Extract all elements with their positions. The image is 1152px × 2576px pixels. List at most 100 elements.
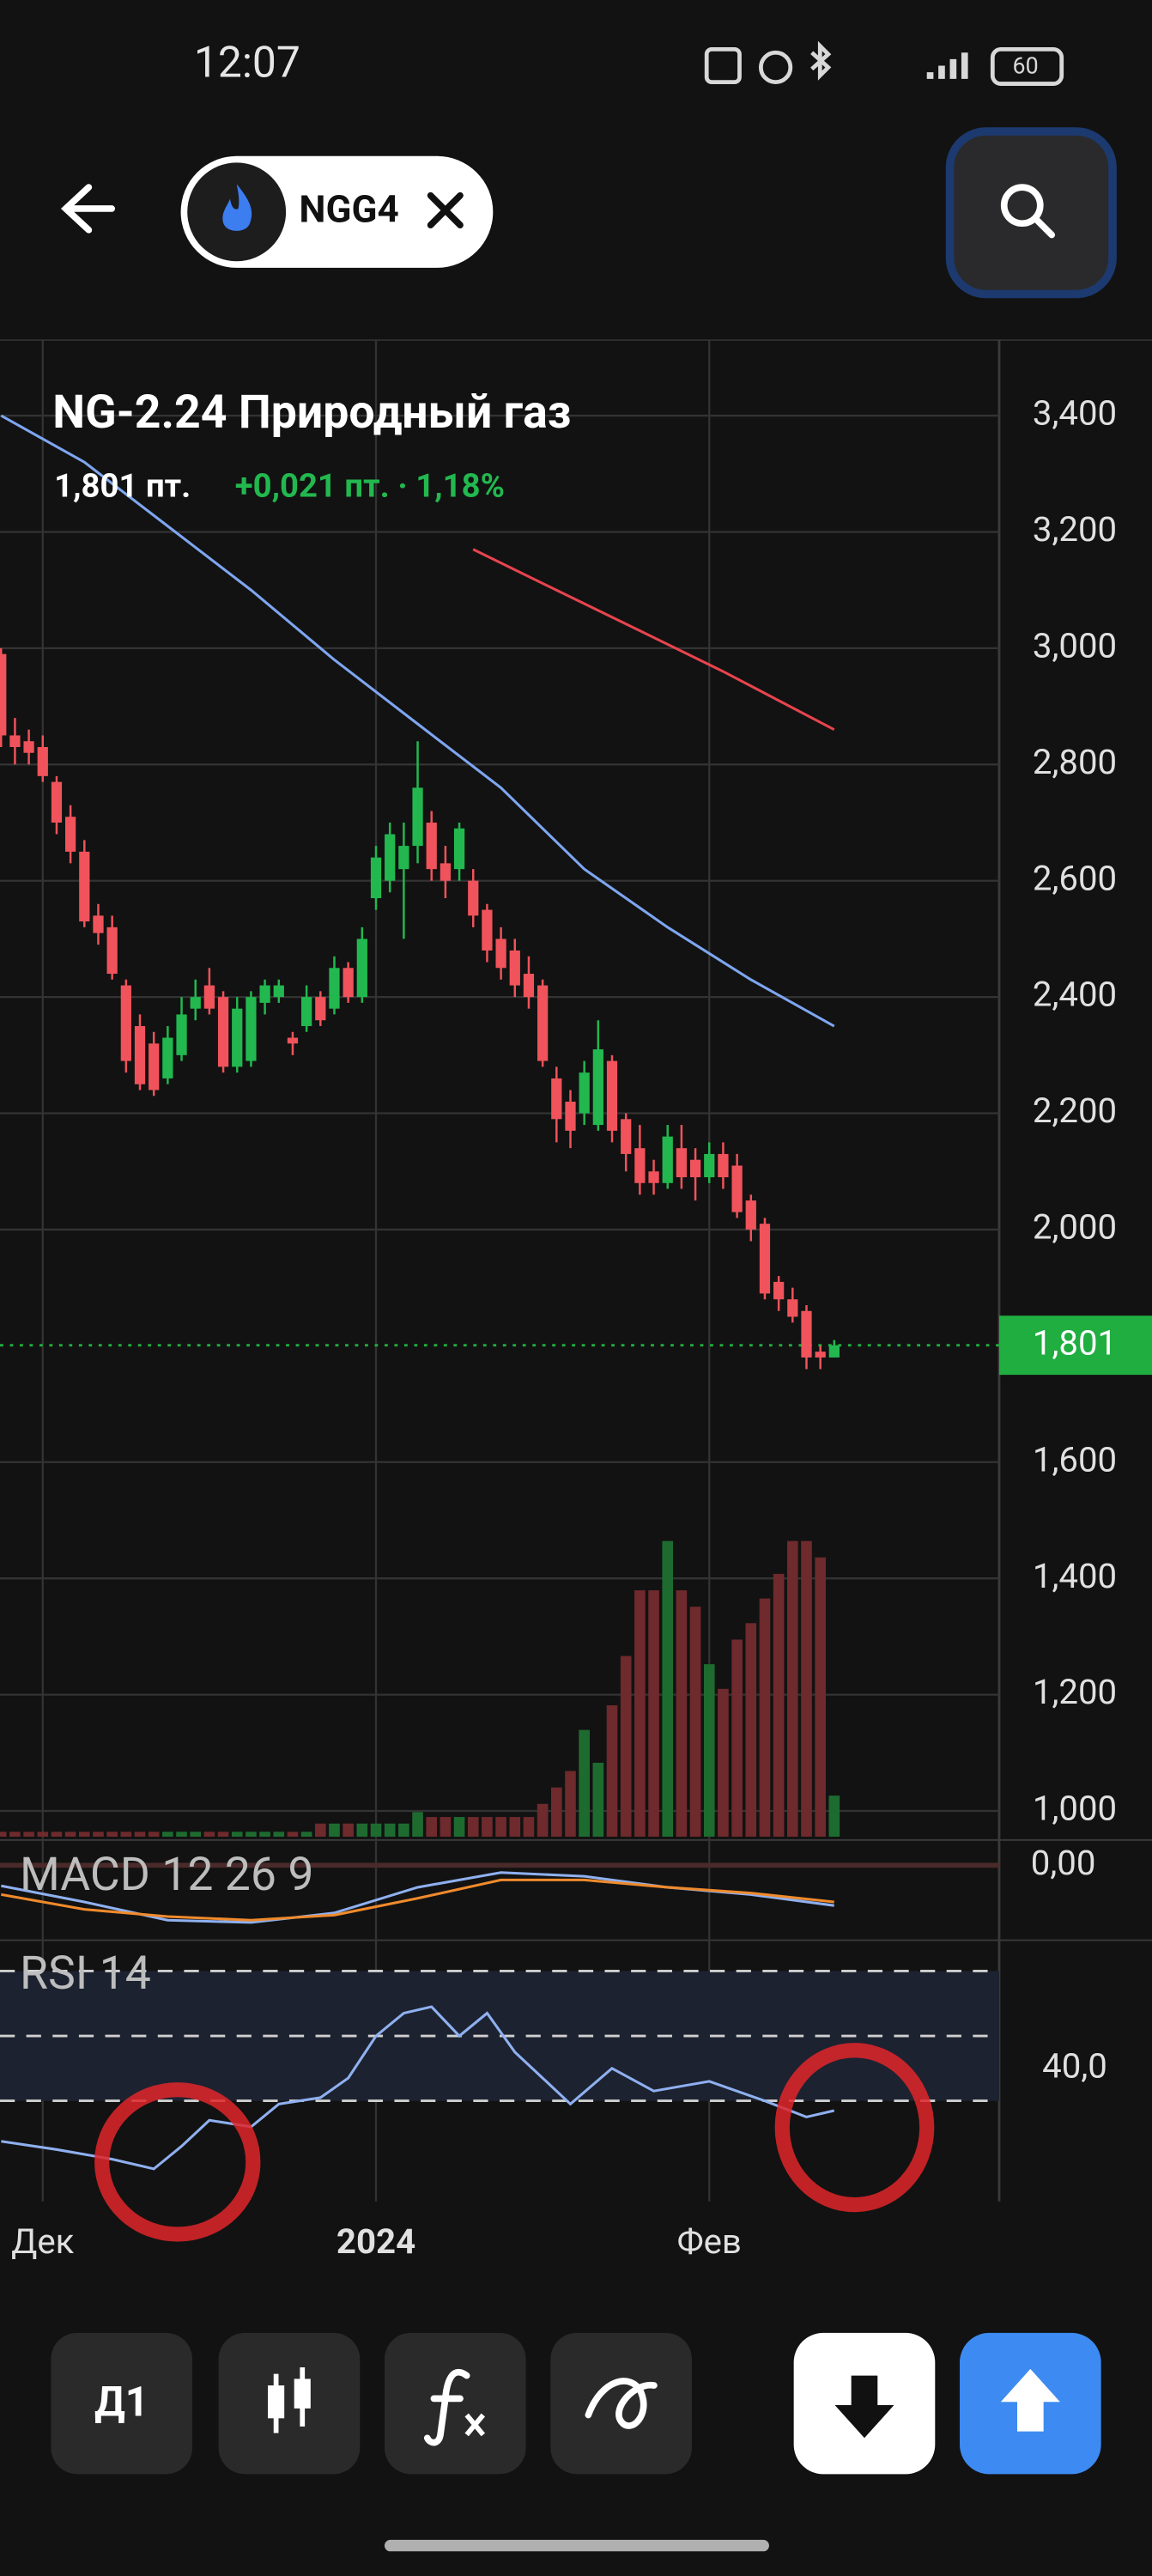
indicators-button[interactable] xyxy=(384,2332,526,2475)
y-tick-label: 1,600 xyxy=(1033,1439,1117,1479)
volume-bar xyxy=(801,1540,812,1838)
volume-bar xyxy=(773,1573,785,1838)
candle-body xyxy=(93,915,104,933)
x-tick-label: Фев xyxy=(677,2221,742,2262)
volume-bar xyxy=(259,1832,270,1838)
volume-bar xyxy=(120,1832,132,1838)
candle-body xyxy=(634,1148,646,1183)
volume-bar xyxy=(356,1823,368,1838)
volume-bar xyxy=(787,1540,798,1838)
volume-bar xyxy=(37,1832,49,1838)
battery-level: 60 xyxy=(1013,52,1039,80)
candle-body xyxy=(815,1352,826,1358)
volume-bar xyxy=(190,1832,202,1838)
volume-bar xyxy=(828,1795,840,1838)
x-tick-label: Дек xyxy=(11,2221,75,2262)
ticker: NGG4 xyxy=(299,186,398,231)
candle-body xyxy=(648,1171,659,1183)
candle-body xyxy=(398,846,409,870)
candle-body xyxy=(162,1037,173,1078)
candle-body xyxy=(662,1136,673,1183)
candle-body xyxy=(495,939,506,969)
buy-button[interactable] xyxy=(960,2332,1101,2475)
candle-body xyxy=(412,787,423,847)
volume-bar xyxy=(731,1639,743,1838)
volume-bar xyxy=(620,1656,632,1838)
ticker-chip[interactable]: NGG4 xyxy=(180,155,494,268)
candle-body xyxy=(745,1200,756,1230)
y-tick-label: 3,200 xyxy=(1033,509,1117,550)
candle-body xyxy=(718,1153,729,1178)
candle-body xyxy=(273,985,284,998)
volume-bar xyxy=(343,1823,354,1838)
candle-body xyxy=(482,909,493,951)
back-button[interactable] xyxy=(60,184,116,234)
volume-bar xyxy=(662,1540,674,1838)
candle-body xyxy=(246,997,257,1061)
volume-bar xyxy=(370,1823,382,1838)
volume-bar xyxy=(384,1823,396,1838)
volume-bar xyxy=(523,1817,535,1838)
interval-button[interactable] xyxy=(51,2332,192,2475)
candle-body xyxy=(676,1148,688,1178)
volume-bar xyxy=(495,1817,506,1838)
candle-body xyxy=(385,834,396,881)
volume-bar xyxy=(134,1832,146,1838)
y-tick-label: 2,600 xyxy=(1033,858,1117,898)
interval: Д1 xyxy=(94,2379,149,2427)
candle-body xyxy=(356,939,367,998)
macd-line xyxy=(1,1878,834,1922)
candle-body xyxy=(190,997,201,1009)
chart: 3,400 3,200 3,000 2,800 2,600 2,400 2,200 2,000… xyxy=(0,340,1152,2262)
volume-bar xyxy=(453,1817,465,1838)
volume-bar xyxy=(592,1762,604,1838)
y-tick-label: 1,000 xyxy=(1033,1789,1117,1829)
volume-bar xyxy=(537,1803,549,1838)
volume-bar xyxy=(106,1832,118,1838)
volume-bar xyxy=(482,1817,493,1838)
sell-button[interactable] xyxy=(793,2332,936,2475)
candle-body xyxy=(689,1159,701,1178)
chart-type-button[interactable] xyxy=(218,2332,361,2475)
candle-body xyxy=(259,985,270,1003)
macd-tick-label: 0,00 xyxy=(1031,1843,1096,1883)
status-icons xyxy=(704,40,1064,86)
toolbar: Д1 xyxy=(51,2332,1101,2475)
volume-bar xyxy=(314,1823,326,1838)
candle-body xyxy=(704,1153,715,1178)
rsi-line xyxy=(1,2005,835,2171)
last-price-label: 1,801 xyxy=(1033,1322,1117,1363)
moving-average xyxy=(472,548,835,732)
volume-bar xyxy=(273,1832,285,1838)
volume-bar xyxy=(217,1832,229,1838)
candle-body xyxy=(23,741,34,753)
candle-body xyxy=(801,1310,812,1358)
candle-body xyxy=(106,927,118,975)
volume-bar xyxy=(689,1607,701,1838)
volume-bar xyxy=(162,1832,173,1838)
y-tick-label: 1,400 xyxy=(1033,1556,1117,1596)
volume-bar xyxy=(300,1832,312,1838)
drawing-button[interactable] xyxy=(550,2332,692,2475)
x-tick-label: 2024 xyxy=(337,2221,415,2262)
moving-average xyxy=(0,414,835,1028)
volume-bar xyxy=(412,1812,423,1838)
annotation-circle xyxy=(94,2082,261,2242)
volume-bar xyxy=(745,1623,757,1838)
candle-body xyxy=(329,968,340,1009)
candle-body xyxy=(65,817,76,852)
volume-bar xyxy=(9,1832,21,1838)
candle-body xyxy=(537,985,549,1061)
volume-bar xyxy=(815,1557,826,1838)
volume-bar xyxy=(440,1817,452,1838)
candle-body xyxy=(731,1165,743,1212)
volume-bar xyxy=(579,1729,590,1838)
candle-body xyxy=(134,1025,146,1084)
candle-body xyxy=(579,1072,590,1114)
search-button[interactable] xyxy=(945,127,1117,299)
volume-bar xyxy=(203,1832,215,1838)
candle-body xyxy=(468,880,479,916)
candle-body xyxy=(79,851,90,922)
